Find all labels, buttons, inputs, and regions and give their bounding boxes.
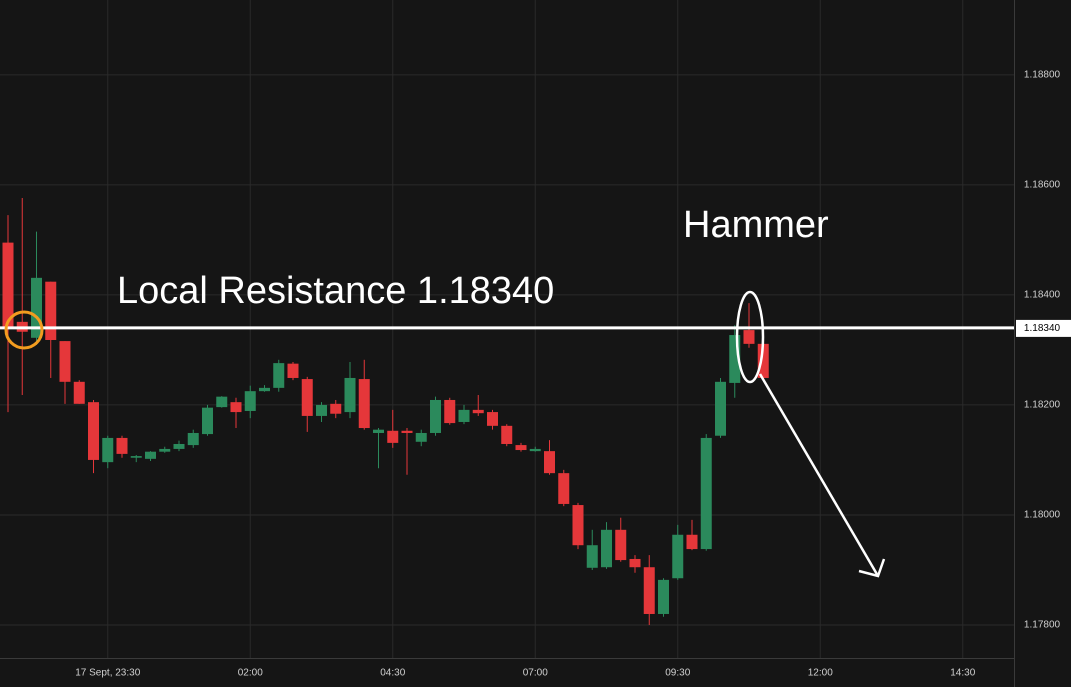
candle-body xyxy=(430,399,441,433)
candle-body xyxy=(601,529,612,568)
x-tick-label: 09:30 xyxy=(665,668,690,679)
candle-body xyxy=(558,473,570,504)
y-tick-label: 1.18400 xyxy=(1024,290,1061,301)
candle-body xyxy=(401,430,413,433)
candle-body xyxy=(444,399,456,424)
candle-body xyxy=(529,448,541,452)
candle-body xyxy=(757,343,769,378)
candle-body xyxy=(586,545,598,568)
candle-body xyxy=(102,437,114,463)
candle-body xyxy=(287,363,299,378)
candle-body xyxy=(487,412,498,426)
candle-body xyxy=(387,430,399,443)
candle-body xyxy=(59,341,71,382)
y-tick-label: 1.17800 xyxy=(1024,620,1061,631)
candle-body xyxy=(629,558,641,568)
annotation: Hammer xyxy=(683,204,829,246)
candle-body xyxy=(415,432,427,442)
candle-body xyxy=(615,529,627,561)
candle-body xyxy=(472,409,484,414)
candle-body xyxy=(715,381,726,436)
candle-body xyxy=(700,437,712,550)
hammer-ellipse xyxy=(735,290,765,384)
price-label: 1.18340 xyxy=(1024,323,1061,334)
candle-body xyxy=(2,242,14,328)
x-tick-label: 12:00 xyxy=(808,668,833,679)
candle-body xyxy=(73,381,85,404)
candle-body xyxy=(501,425,513,444)
candle-body xyxy=(658,579,669,614)
candle-body xyxy=(259,387,270,392)
candle-body xyxy=(686,534,698,550)
highlight-circle xyxy=(4,310,44,350)
candle-body xyxy=(316,404,327,416)
candle-body xyxy=(187,432,199,446)
candle-body xyxy=(572,505,584,546)
y-tick-label: 1.18600 xyxy=(1024,179,1061,190)
candle-body xyxy=(672,534,684,579)
candle-body xyxy=(743,330,755,344)
candle-body xyxy=(31,277,42,338)
candles xyxy=(2,198,769,625)
candle-body xyxy=(344,377,356,413)
x-tick-label: 17 Sept, 23:30 xyxy=(75,668,140,679)
y-tick-label: 1.18800 xyxy=(1024,69,1061,80)
y-tick-label: 1.18000 xyxy=(1024,510,1061,521)
candle-body xyxy=(159,448,171,452)
candle-body xyxy=(202,407,213,435)
price-label-box xyxy=(1016,319,1071,337)
candle-body xyxy=(244,391,256,411)
x-tick-label: 02:00 xyxy=(238,668,263,679)
candle-body xyxy=(116,437,128,454)
candle-body xyxy=(358,379,370,429)
candle-body xyxy=(373,429,384,433)
candle-body xyxy=(544,451,555,474)
candle-body xyxy=(643,567,655,614)
candle-body xyxy=(173,443,185,449)
y-tick-label: 1.18200 xyxy=(1024,400,1061,411)
arrow-shaft xyxy=(758,373,880,577)
candle-body xyxy=(130,456,142,458)
overlay: 1.18340 xyxy=(0,319,1071,337)
candle-body xyxy=(729,335,741,383)
candle-body xyxy=(230,402,242,413)
candle-body xyxy=(458,409,470,422)
candle-body xyxy=(515,445,527,451)
x-tick-label: 04:30 xyxy=(380,668,405,679)
candle-body xyxy=(88,402,99,460)
x-tick-label: 14:30 xyxy=(950,668,975,679)
candle-body xyxy=(301,379,313,416)
candle-body xyxy=(273,363,285,388)
annotation: Local Resistance 1.18340 xyxy=(117,270,554,312)
candle-body xyxy=(145,451,156,459)
candle-body xyxy=(45,281,57,341)
candle-body xyxy=(330,403,342,414)
arrow-head xyxy=(858,558,886,578)
candle-body xyxy=(216,396,228,408)
x-tick-label: 07:00 xyxy=(523,668,548,679)
